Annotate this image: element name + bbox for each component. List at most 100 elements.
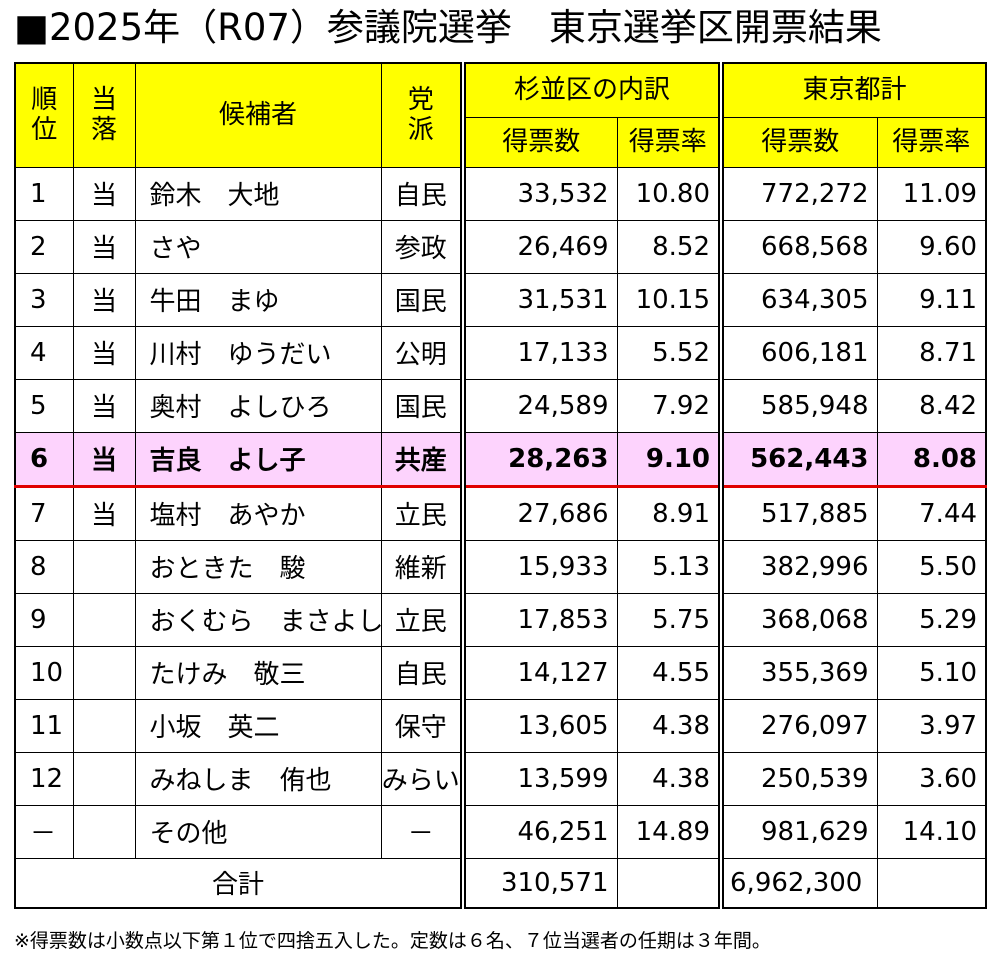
table-row: 7 当塩村 あやか 立民 27,686 8.91 517,885 7.44	[14, 485, 987, 541]
header-cell: 順位	[14, 62, 74, 168]
table-cell	[72, 804, 136, 859]
table-cell: 5.10	[876, 645, 987, 700]
table-cell: 14,127	[460, 645, 618, 700]
table-cell: 塩村 あやか	[134, 485, 382, 541]
header-cell: 党派	[380, 62, 464, 168]
table-cell: 368,068	[718, 592, 878, 647]
table-cell: 当	[72, 485, 136, 541]
table-cell: 11	[14, 698, 74, 753]
table-cell: 5.29	[876, 592, 987, 647]
table-row: －その他－ 46,251 14.89 981,629 14.10	[14, 804, 987, 859]
total-row: 合計 310,571 6,962,300	[14, 857, 987, 908]
table-cell: 9.10	[616, 431, 722, 488]
table-cell: さや	[134, 219, 382, 274]
table-cell: 立民	[380, 485, 464, 541]
footnote: ※得票数は小数点以下第１位で四捨五入した。定数は６名、７位当選者の任期は３年間。	[14, 930, 771, 952]
table-cell: 当	[72, 272, 136, 327]
table-cell	[72, 645, 136, 700]
table-cell: 13,599	[460, 751, 618, 806]
table-cell: みらい	[380, 751, 464, 806]
table-cell: 自民	[380, 166, 464, 221]
table-cell: おときた 駿	[134, 539, 382, 594]
table-cell: 牛田 まゆ	[134, 272, 382, 327]
table-cell: 562,443	[718, 431, 878, 488]
table-cell: 3	[14, 272, 74, 327]
table-cell: 1	[14, 166, 74, 221]
table-cell: 3.97	[876, 698, 987, 753]
table-cell: 772,272	[718, 166, 878, 221]
table-cell: 当	[72, 219, 136, 274]
table-row: 11 小坂 英二 保守 13,605 4.38 276,097 3.97	[14, 698, 987, 753]
table-row: 8 おときた 駿維新 15,933 5.13 382,996 5.50	[14, 539, 987, 594]
table-cell: 310,571	[460, 857, 618, 908]
table-cell: 4.55	[616, 645, 722, 700]
table-cell: 250,539	[718, 751, 878, 806]
table-cell: 28,263	[460, 431, 618, 488]
table-cell: 17,133	[460, 325, 618, 380]
table-cell: 7.44	[876, 485, 987, 541]
table-cell: 保守	[380, 698, 464, 753]
table-cell: 8.08	[876, 431, 987, 488]
table-cell: 8.52	[616, 219, 722, 274]
table-body: 1 当鈴木 大地 自民 33,532 10.80 772,272 11.09 2 当さや 参政 26…	[14, 166, 987, 908]
table-cell: 合計	[14, 857, 464, 908]
table-cell: 31,531	[460, 272, 618, 327]
header-cell: 候補者	[134, 62, 382, 168]
table-cell: 606,181	[718, 325, 878, 380]
table-row: 4 当川村 ゆうだい 公明 17,133 5.52 606,181 8.71	[14, 325, 987, 380]
table-cell: 10	[14, 645, 74, 700]
table-cell: 33,532	[460, 166, 618, 221]
table-cell: 13,605	[460, 698, 618, 753]
table-cell: 吉良 よし子	[134, 431, 382, 488]
header-cell: 当落	[72, 62, 136, 168]
table-cell: 5.52	[616, 325, 722, 380]
table-cell	[72, 698, 136, 753]
table-cell: 26,469	[460, 219, 618, 274]
table-cell: 公明	[380, 325, 464, 380]
table-row: 12 みねしま 侑也 みらい 13,599 4.38 250,539 3.60	[14, 751, 987, 806]
table-cell: 7.92	[616, 378, 722, 433]
table-cell: 15,933	[460, 539, 618, 594]
table-cell: その他	[134, 804, 382, 859]
table-cell: 共産	[380, 431, 464, 488]
table-cell: 382,996	[718, 539, 878, 594]
table-row: 3 当牛田 まゆ 国民 31,531 10.15 634,305 9.11	[14, 272, 987, 327]
table-cell: 国民	[380, 272, 464, 327]
table-cell: 14.10	[876, 804, 987, 859]
table-cell: 12	[14, 751, 74, 806]
header-cell: 得票率	[616, 116, 722, 168]
results-table: 順位 当落 候補者 党派 杉並区の内訳 東京都計 得票数 得票率 得票数 得票率…	[14, 62, 988, 909]
table-cell: －	[14, 804, 74, 859]
table-cell: 9.11	[876, 272, 987, 327]
table-cell: 立民	[380, 592, 464, 647]
header-cell: 得票数	[718, 116, 878, 168]
table-cell: 7	[14, 485, 74, 541]
table-cell: 8.91	[616, 485, 722, 541]
table-cell: 4.38	[616, 751, 722, 806]
table-cell: 5	[14, 378, 74, 433]
table-cell: 当	[72, 166, 136, 221]
table-cell: 当	[72, 325, 136, 380]
table-cell: 17,853	[460, 592, 618, 647]
table-cell: 4	[14, 325, 74, 380]
table-cell: 8.42	[876, 378, 987, 433]
table-cell: 14.89	[616, 804, 722, 859]
table-cell: 3.60	[876, 751, 987, 806]
header-cell: 東京都計	[718, 62, 987, 118]
table-cell: 5.13	[616, 539, 722, 594]
header-cell: 得票数	[460, 116, 618, 168]
table-cell	[72, 751, 136, 806]
table-cell: 27,686	[460, 485, 618, 541]
table-cell	[72, 592, 136, 647]
table-cell: 自民	[380, 645, 464, 700]
table-cell: 355,369	[718, 645, 878, 700]
table-cell: 10.15	[616, 272, 722, 327]
table-cell: 当	[72, 378, 136, 433]
table-cell: 9.60	[876, 219, 987, 274]
table-cell: 維新	[380, 539, 464, 594]
table-cell: 5.75	[616, 592, 722, 647]
table-cell: 5.50	[876, 539, 987, 594]
header-cell: 得票率	[876, 116, 987, 168]
table-cell: 国民	[380, 378, 464, 433]
